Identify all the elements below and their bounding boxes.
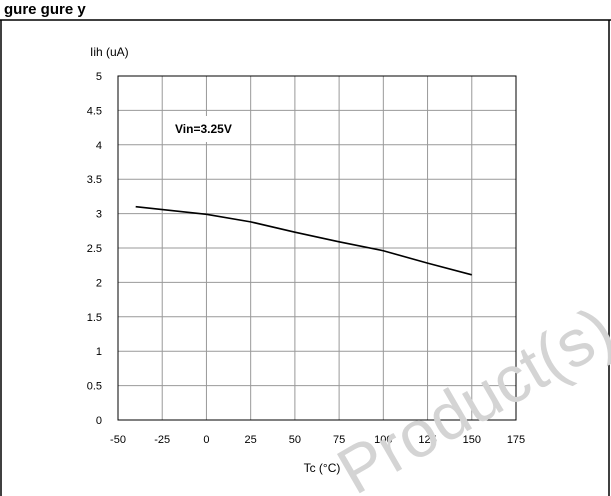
y-tick-label: 2: [96, 277, 102, 289]
grid-lines: [118, 76, 516, 420]
watermark: Product(s): [325, 292, 611, 496]
x-tick-label: -25: [154, 434, 170, 446]
y-tick-label: 5: [96, 71, 102, 83]
y-tick-label: 1: [96, 346, 102, 358]
y-tick-label: 2.5: [87, 243, 102, 255]
x-tick-label: 125: [418, 434, 436, 446]
y-tick-label: 3.5: [87, 174, 102, 186]
x-tick-label: 75: [333, 434, 345, 446]
y-tick-label: 4.5: [87, 105, 102, 117]
x-tick-label: 150: [463, 434, 481, 446]
x-tick-label: 50: [289, 434, 301, 446]
outer-frame: [0, 19, 611, 496]
y-tick-label: 0.5: [87, 381, 102, 393]
x-tick-label: 0: [203, 434, 209, 446]
x-tick-label: 100: [374, 434, 392, 446]
y-tick-label: 3: [96, 209, 102, 221]
x-tick-label: 25: [245, 434, 257, 446]
series-line: [135, 205, 472, 276]
x-axis-label: Tc (°C): [304, 461, 341, 475]
y-axis-label: Iih (uA): [90, 45, 129, 59]
x-tick-label: -50: [110, 434, 126, 446]
x-tick-label: 175: [507, 434, 525, 446]
plot-frame: [117, 75, 517, 421]
annotation-label: Vin=3.25V: [175, 122, 232, 136]
plot-area-border: [117, 75, 517, 421]
x-tick-labels: -50 -25 0 25 50 75 100 125 150 175: [110, 434, 525, 446]
annotation-box: [165, 116, 242, 142]
y-tick-label: 0: [96, 415, 102, 427]
y-tick-label: 1.5: [87, 312, 102, 324]
y-tick-labels: 0 0.5 1 1.5 2 2.5 3 3.5 4 4.5 5: [87, 71, 102, 427]
page-header-fragment: gure gure y: [4, 1, 86, 18]
y-tick-label: 4: [96, 140, 102, 152]
series-layer: [135, 205, 472, 276]
